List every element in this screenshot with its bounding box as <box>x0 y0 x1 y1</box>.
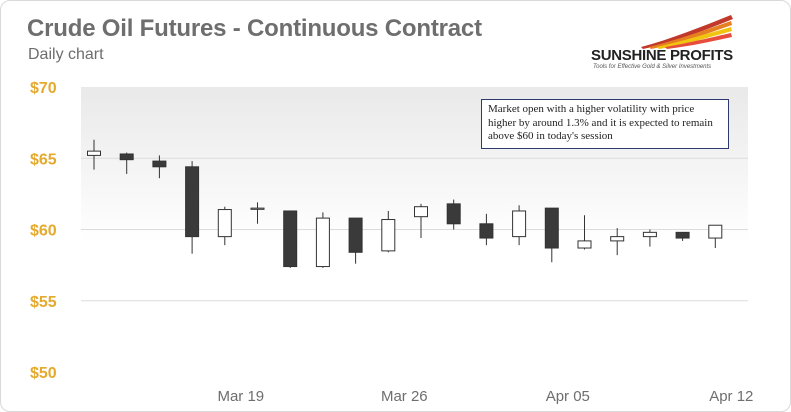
y-tick-label: $55 <box>30 294 57 311</box>
candle-body-bearish <box>544 207 559 249</box>
candle <box>87 139 101 170</box>
chart-title: Crude Oil Futures - Continuous Contract <box>27 15 482 42</box>
candle-body-bullish <box>577 240 592 249</box>
candle <box>381 210 396 253</box>
candle-body-bearish <box>446 203 461 225</box>
candle-body-bullish <box>512 210 527 238</box>
candle <box>708 224 723 249</box>
candle-body-bearish <box>348 217 363 253</box>
x-tick-label: Mar 26 <box>381 388 428 405</box>
candle <box>185 161 200 254</box>
candle <box>250 202 265 224</box>
candle <box>315 212 330 268</box>
candle-body-bullish <box>315 217 330 268</box>
market-annotation-box: Market open with a higher volatility wit… <box>481 99 729 149</box>
candle <box>544 207 559 263</box>
candle <box>512 205 527 246</box>
chart-subtitle: Daily chart <box>28 46 104 63</box>
x-tick-label: Apr 12 <box>709 388 753 405</box>
sun-rays-icon <box>641 15 733 49</box>
candle <box>119 152 134 174</box>
y-tick-label: $70 <box>30 80 57 97</box>
sunshine-profits-logo: SUNSHINE PROFITS Tools for Effective Gol… <box>591 13 761 73</box>
candle-body-bullish <box>610 236 625 242</box>
candle-body-bullish <box>381 219 396 252</box>
candle-body-bullish <box>414 206 428 218</box>
candle-body-bearish <box>479 223 494 239</box>
x-tick-label: Mar 19 <box>217 388 264 405</box>
candle <box>577 215 592 250</box>
candle <box>283 210 298 268</box>
candle <box>348 217 363 264</box>
y-tick-label: $60 <box>30 223 57 240</box>
x-tick-label: Apr 05 <box>546 388 590 405</box>
logo-name: SUNSHINE PROFITS <box>591 47 733 64</box>
y-tick-label: $50 <box>30 365 57 382</box>
candle <box>414 203 428 239</box>
candle-body-bearish <box>675 231 690 239</box>
candle <box>217 206 232 246</box>
candle <box>642 229 657 247</box>
candle-body-bullish <box>708 224 723 239</box>
candle-body-bearish <box>152 160 167 168</box>
candle-body-bullish <box>87 150 101 156</box>
candle-body-bullish <box>250 207 265 210</box>
candle-body-bearish <box>119 153 134 161</box>
candle <box>446 199 461 230</box>
candle <box>152 155 167 179</box>
logo-tagline: Tools for Effective Gold & Silver Invest… <box>593 64 712 70</box>
candle-body-bullish <box>642 231 657 238</box>
candle <box>610 228 625 256</box>
candle-body-bearish <box>283 210 298 268</box>
candle-body-bearish <box>185 166 200 238</box>
candle <box>675 231 690 241</box>
candle-body-bullish <box>217 209 232 238</box>
candle <box>479 213 494 246</box>
y-tick-label: $65 <box>30 151 57 168</box>
